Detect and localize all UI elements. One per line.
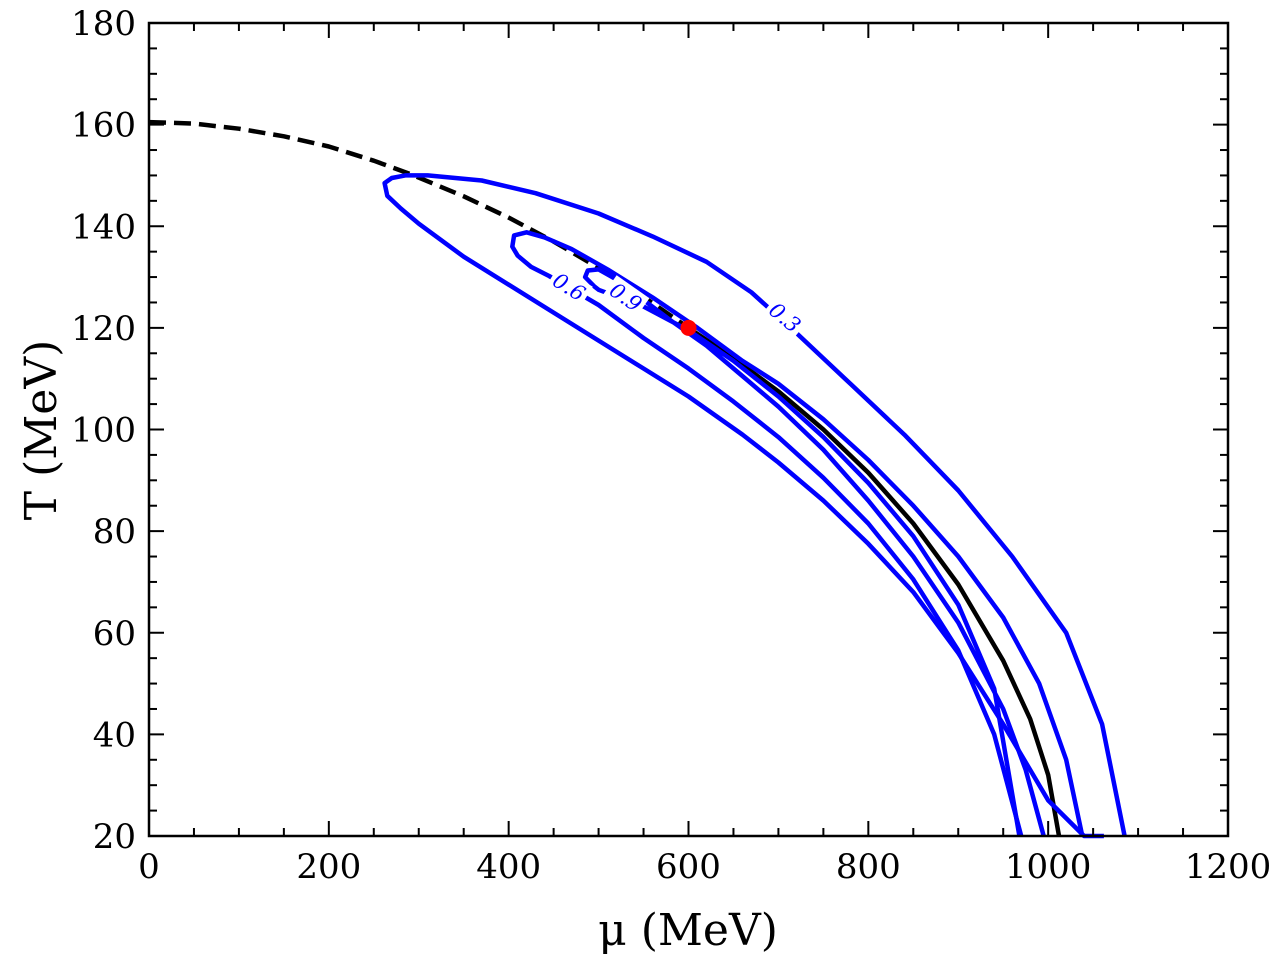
y-tick-label: 80 — [93, 512, 136, 552]
y-tick-label: 140 — [71, 207, 136, 247]
x-axis-label: μ (MeV) — [598, 905, 778, 956]
x-tick-label: 0 — [138, 847, 160, 887]
series-line-2 — [382, 173, 1127, 839]
contour-label-bg-0 — [761, 294, 809, 341]
contour-label-group-0: 0.3 — [761, 294, 809, 341]
plot-frame — [147, 21, 1230, 838]
y-tick-label: 40 — [93, 715, 136, 755]
y-axis-label: T (MeV) — [16, 340, 67, 521]
x-tick-label: 800 — [836, 847, 901, 887]
contour-label-bg-1 — [545, 265, 593, 309]
series-line-1 — [687, 326, 1062, 837]
series-line-3 — [510, 230, 1085, 837]
x-tick-label: 200 — [296, 847, 361, 887]
y-tick-label: 60 — [93, 614, 136, 654]
tick-labels-layer: 0 200 400 600 800 1000 1200 20 40 60 80 100 120 140 16… — [71, 4, 1271, 887]
series-line-4 — [582, 267, 1046, 837]
y-tick-label: 120 — [71, 309, 136, 349]
contour-label-bg-2 — [601, 275, 650, 320]
y-tick-label: 20 — [93, 817, 136, 857]
contour-label-group-1: 0.6 — [545, 265, 593, 309]
x-tick-label: 1000 — [1005, 847, 1092, 887]
ticks-layer — [148, 22, 1229, 837]
y-tick-label: 160 — [71, 106, 136, 146]
x-tick-label: 1200 — [1185, 847, 1272, 887]
x-tick-label: 400 — [476, 847, 541, 887]
y-tick-label: 100 — [71, 411, 136, 451]
curves-layer — [148, 119, 1127, 839]
critical-point-marker — [680, 319, 697, 336]
x-tick-label: 600 — [656, 847, 721, 887]
y-tick-label: 180 — [71, 4, 136, 44]
point-layer — [680, 319, 697, 336]
